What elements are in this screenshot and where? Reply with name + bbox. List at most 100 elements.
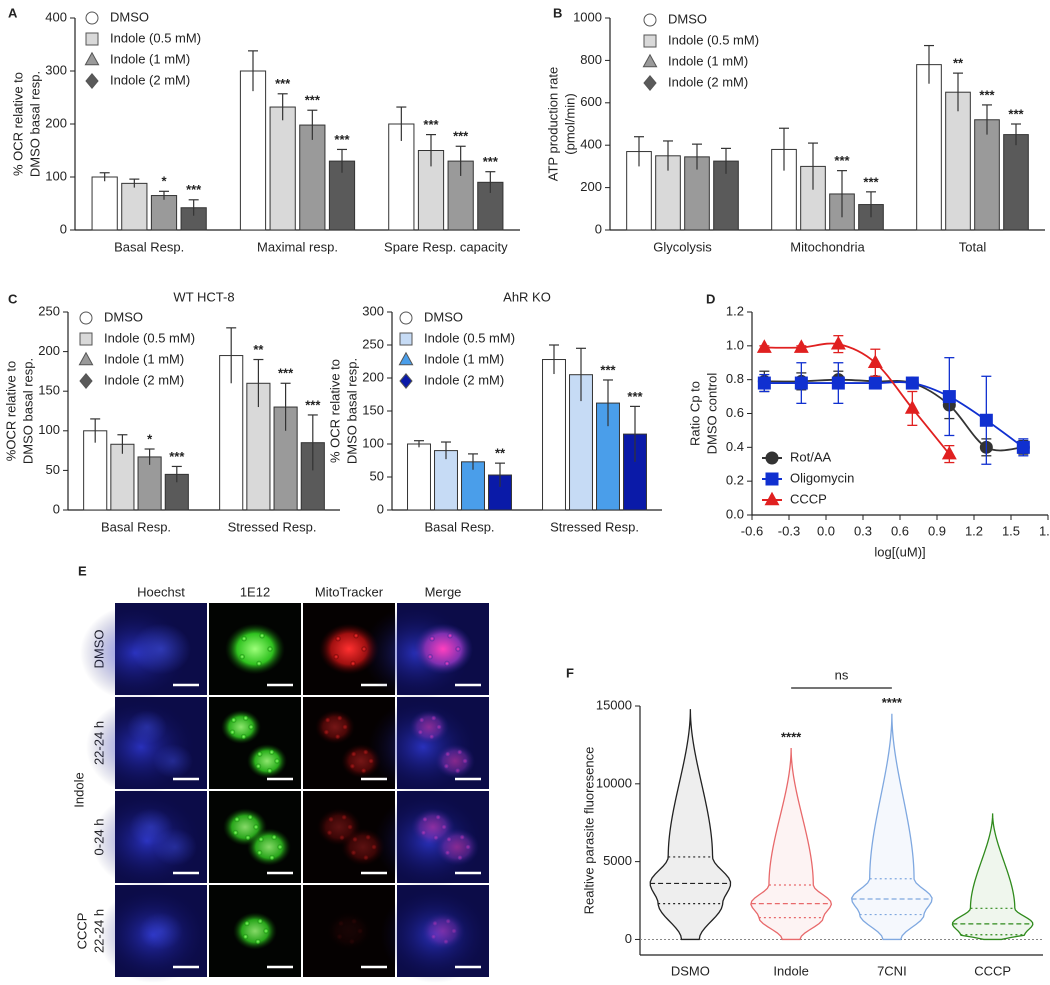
y-tick-label: 1.0	[726, 337, 744, 352]
violin	[750, 748, 833, 941]
y-tick-label: 0.8	[726, 371, 744, 386]
legend-marker	[643, 75, 657, 91]
parasite-signal	[421, 912, 465, 950]
y-tick-label: 100	[45, 168, 67, 183]
speckle	[336, 715, 343, 722]
legend-marker	[399, 373, 413, 389]
y-axis-label: DMSO basal resp.	[27, 71, 42, 177]
data-point	[793, 339, 809, 353]
y-tick-label: 10000	[596, 775, 632, 790]
speckle	[334, 733, 341, 740]
y-axis-label: Realtive parasite fluoresence	[581, 747, 596, 915]
legend-label: Rot/AA	[790, 449, 832, 464]
column-header: Merge	[425, 584, 462, 599]
legend-marker	[85, 11, 99, 25]
y-axis-label: %OCR relative to	[3, 361, 18, 461]
row-label: CCCP	[74, 913, 89, 950]
x-axis-label: log[(uM)]	[874, 544, 925, 559]
significance-label: ***	[979, 87, 995, 102]
speckle	[430, 933, 437, 940]
speckle	[248, 724, 254, 730]
bar	[388, 123, 415, 231]
y-axis-label: DMSO control	[704, 373, 719, 455]
speckle	[365, 834, 372, 841]
x-tick-label: Basal Resp.	[424, 519, 494, 534]
x-tick-label: Mitochondria	[790, 239, 865, 254]
speckle	[266, 767, 273, 774]
speckle	[430, 715, 437, 722]
speckle	[336, 933, 343, 940]
speckle	[274, 758, 280, 764]
panel-letter: F	[566, 665, 574, 680]
speckle	[445, 918, 452, 925]
speckle	[357, 928, 363, 934]
significance-label: ***	[305, 397, 321, 412]
panel-letter: A	[8, 5, 18, 20]
legend-marker	[85, 73, 99, 89]
speckle	[234, 816, 241, 823]
legend-marker	[765, 472, 779, 486]
legend-label: Indole (0.5 mM)	[110, 30, 201, 45]
parasite-signal	[225, 623, 285, 675]
violin	[951, 813, 1034, 941]
speckle	[442, 938, 449, 945]
group-label: Indole	[71, 772, 86, 807]
parasite-signal	[131, 623, 191, 675]
micrograph	[303, 885, 395, 977]
y-tick-label: 15000	[596, 697, 632, 712]
speckle	[271, 834, 278, 841]
legend-marker	[643, 34, 657, 48]
significance-label: ***	[423, 117, 439, 132]
data-point	[757, 376, 771, 390]
parasite-signal	[327, 912, 371, 950]
legend-marker	[78, 351, 94, 366]
speckle	[347, 824, 353, 830]
y-tick-label: 200	[362, 369, 384, 384]
micrograph	[209, 697, 301, 789]
legend-label: Indole (2 mM)	[104, 372, 184, 387]
y-tick-label: 400	[580, 137, 602, 152]
speckle	[342, 724, 348, 730]
parasite-signal	[413, 623, 473, 675]
micrograph	[362, 603, 489, 701]
column-header: MitoTracker	[315, 584, 384, 599]
speckle	[232, 829, 239, 836]
speckle	[341, 814, 348, 821]
parasite-signal	[233, 912, 277, 950]
speckle	[268, 749, 275, 756]
speckle	[263, 928, 269, 934]
speckle	[242, 933, 249, 940]
micrograph	[86, 697, 207, 795]
parasite-signal	[247, 828, 291, 866]
significance-label: ***	[305, 93, 321, 108]
speckle	[256, 849, 263, 856]
speckle	[242, 715, 249, 722]
speckle	[338, 920, 345, 927]
parasite-signal	[221, 710, 261, 744]
significance-label: ****	[882, 695, 903, 710]
speckle	[256, 751, 263, 758]
legend-marker	[398, 351, 414, 366]
speckle	[350, 660, 357, 667]
speckle	[362, 749, 369, 756]
speckle	[239, 653, 246, 660]
legend-marker	[79, 332, 93, 346]
micrograph	[209, 791, 301, 883]
speckle	[240, 733, 247, 740]
speckle	[446, 836, 453, 843]
parasite-signal	[435, 828, 479, 866]
speckle	[268, 854, 275, 861]
speckle	[353, 632, 360, 639]
significance-label: ***	[483, 154, 499, 169]
x-tick-label: -0.3	[778, 523, 800, 538]
y-tick-label: 150	[362, 402, 384, 417]
significance-label: ***	[334, 132, 350, 147]
y-tick-label: 250	[362, 336, 384, 351]
speckle	[348, 938, 355, 945]
speckle	[444, 849, 451, 856]
panel-letter: B	[553, 5, 562, 20]
data-point	[942, 390, 956, 404]
y-tick-label: 50	[370, 468, 384, 483]
y-tick-label: 0	[60, 221, 67, 236]
parasite-signal	[153, 828, 197, 866]
